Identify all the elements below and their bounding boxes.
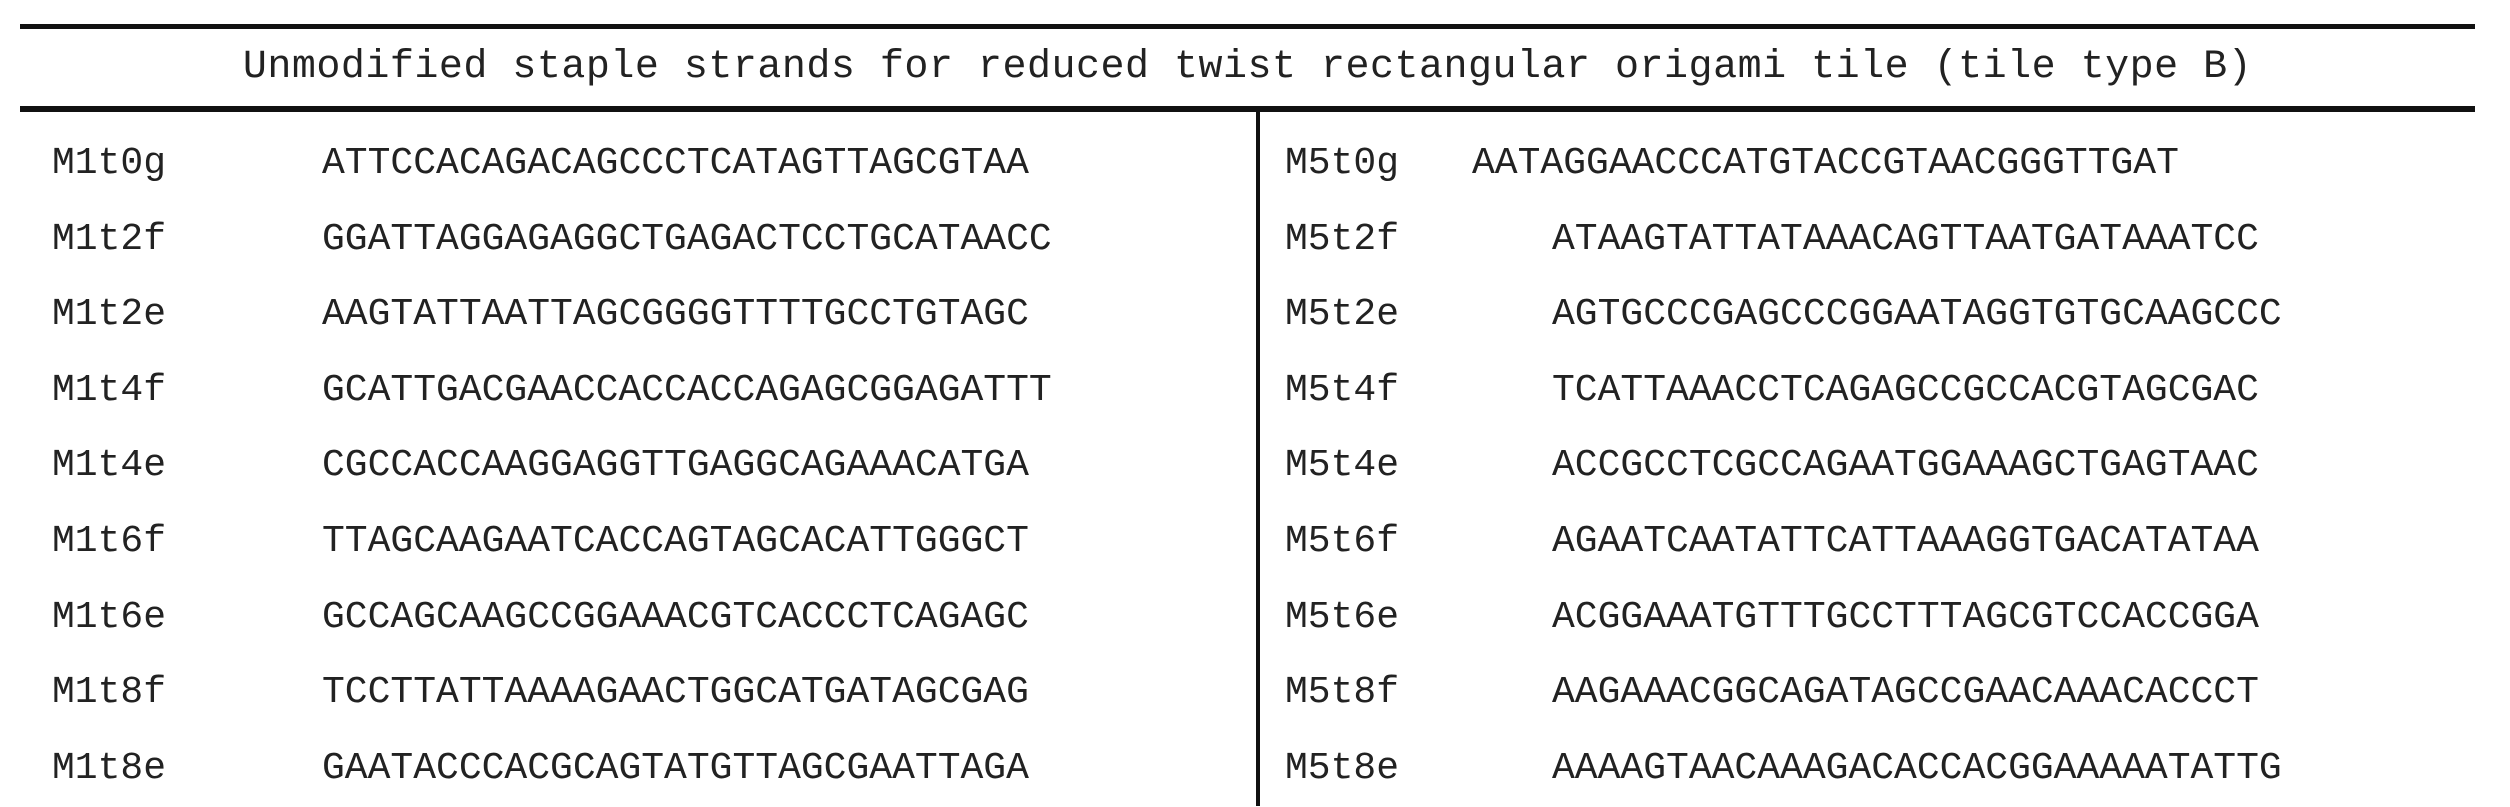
strand-name: M5t8e (1285, 746, 1400, 790)
strand-sequence: ACGGAAATGTTTGCCTTTAGCGTCCACCGGA (1552, 595, 2259, 639)
strand-name: M5t4f (1285, 368, 1400, 412)
strand-sequence: GCCAGCAAGCCGGAAACGTCACCCTCAGAGC (322, 595, 1029, 639)
strand-name: M1t0g (52, 142, 167, 185)
table-title: Unmodified staple strands for reduced tw… (242, 44, 2253, 90)
strand-sequence: ACCGCCTCGCCAGAATGGAAAGCTGAGTAAC (1552, 444, 2259, 488)
strand-name: M5t6e (1285, 595, 1400, 639)
strand-name: M5t2f (1285, 217, 1400, 261)
column-divider (1256, 112, 1260, 806)
strand-sequence: AAGTATTAATTAGCGGGGTTTTGCCTGTAGC (322, 293, 1029, 337)
strand-sequence: TTAGCAAGAATCACCAGTAGCACATTGGGCT (322, 520, 1029, 563)
strand-sequence: CGCCACCAAGGAGGTTGAGGCAGAAACATGA (322, 444, 1029, 488)
strand-sequence: AAAAGTAACAAAGACACCACGGAAAAATATTG (1552, 746, 2282, 790)
strand-name: M1t4f (52, 368, 167, 412)
strand-sequence: GGATTAGGAGAGGCTGAGACTCCTGCATAACC (322, 217, 1052, 261)
strand-name: M1t6f (52, 520, 167, 563)
strand-sequence: ATAAGTATTATAAACAGTTAATGATAAATCC (1552, 217, 2259, 261)
strand-name: M5t8f (1285, 671, 1400, 715)
strand-name: M1t8f (52, 671, 167, 715)
strand-name: M5t6f (1285, 520, 1400, 563)
strand-sequence: AATAGGAACCCATGTACCGTAACGGGTTGAT (1472, 142, 2179, 185)
strand-name: M5t4e (1285, 444, 1400, 488)
strand-sequence: GAATACCCACGCAGTATGTTAGCGAATTAGA (322, 746, 1029, 790)
strand-sequence: AGAATCAATATTCATTAAAGGTGACATATAA (1552, 520, 2259, 563)
strand-name: M1t2e (52, 293, 167, 337)
strand-sequence: TCCTTATTAAAAGAACTGGCATGATAGCGAG (322, 671, 1029, 715)
strand-sequence: TCATTAAACCTCAGAGCCGCCACGTAGCGAC (1552, 368, 2259, 412)
table-top-rule (20, 24, 2475, 29)
strand-name: M1t6e (52, 595, 167, 639)
strand-name: M5t0g (1285, 142, 1400, 185)
table-header-rule (20, 106, 2475, 112)
strand-sequence: ATTCCACAGACAGCCCTCATAGTTAGCGTAA (322, 142, 1029, 185)
strand-name: M1t8e (52, 746, 167, 790)
strand-sequence: GCATTGACGAACCACCACCAGAGCGGAGATTT (322, 368, 1052, 412)
strand-name: M1t2f (52, 217, 167, 261)
strand-sequence: AAGAAACGGCAGATAGCCGAACAAACACCCT (1552, 671, 2259, 715)
strand-name: M1t4e (52, 444, 167, 488)
strand-name: M5t2e (1285, 293, 1400, 337)
strand-sequence: AGTGCCCGAGCCCGGAATAGGTGTGCAAGCCC (1552, 293, 2282, 337)
